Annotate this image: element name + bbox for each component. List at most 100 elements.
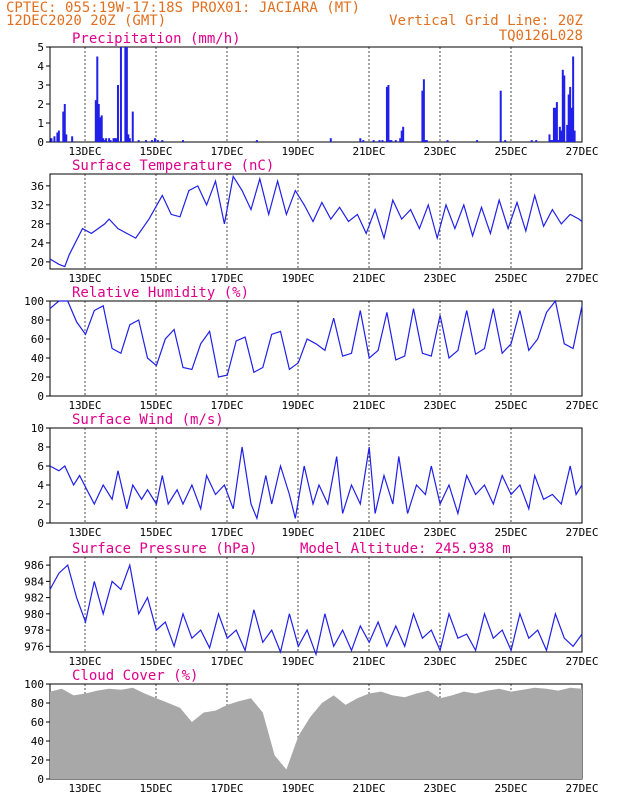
precip-ytick-label: 4 xyxy=(37,60,44,73)
precip-bar xyxy=(145,140,148,142)
precip-bar xyxy=(422,79,425,142)
pressure-ytick-label: 986 xyxy=(24,559,44,572)
pressure-series-line xyxy=(49,562,583,657)
header-line1: CPTEC: 055:19W-17:18S PROX01: JACIARA (M… xyxy=(6,0,360,16)
precip-bar xyxy=(99,117,102,142)
rh-ytick-label: 0 xyxy=(37,390,44,403)
rh-series-line xyxy=(49,299,583,378)
temp-xtick-label: 19DEC xyxy=(281,272,314,285)
wind-xtick-label: 15DEC xyxy=(139,526,172,539)
precip-bar xyxy=(446,140,449,142)
rh-xtick-label: 23DEC xyxy=(423,399,456,412)
cloud-title: Cloud Cover (%) xyxy=(72,668,198,684)
wind-ytick-label: 2 xyxy=(37,498,44,511)
precip-bar xyxy=(50,138,53,142)
precip-bar xyxy=(115,138,118,142)
precip-bar xyxy=(105,138,108,142)
rh-xtick-label: 13DEC xyxy=(68,399,101,412)
precip-bar xyxy=(424,140,427,142)
precip-bar xyxy=(96,56,99,142)
precip-xtick-label: 19DEC xyxy=(281,145,314,158)
precip-bar xyxy=(394,140,397,142)
panel-precip: 0 1 2 3 4 5 13DEC 15DEC 17DEC 19DEC 21DEC 23DEC 25DE… xyxy=(37,31,598,158)
header-run-id: TQ0126L028 xyxy=(499,28,583,44)
precip-bar xyxy=(421,90,424,142)
rh-xtick-label: 27DEC xyxy=(565,399,598,412)
precip-bar xyxy=(56,132,59,142)
pressure-xtick-label: 13DEC xyxy=(68,655,101,668)
precip-bar xyxy=(390,140,393,142)
rh-xtick-label: 17DEC xyxy=(210,399,243,412)
precip-frame xyxy=(49,46,583,143)
wind-xtick-label: 25DEC xyxy=(494,526,527,539)
wind-series-line xyxy=(49,446,583,521)
precip-bar xyxy=(255,140,258,142)
pressure-annotation: Model Altitude: 245.938 m xyxy=(300,541,511,557)
pressure-ytick-label: 982 xyxy=(24,592,44,605)
cloud-ytick-label: 60 xyxy=(31,716,44,729)
precip-bar xyxy=(555,102,558,142)
wind-xtick-label: 17DEC xyxy=(210,526,243,539)
cloud-xtick-label: 13DEC xyxy=(68,782,101,795)
pressure-xtick-label: 27DEC xyxy=(565,655,598,668)
precip-ytick-label: 2 xyxy=(37,98,44,111)
precip-xtick-label: 27DEC xyxy=(565,145,598,158)
precip-bar xyxy=(97,104,100,142)
temp-xtick-label: 13DEC xyxy=(68,272,101,285)
precip-bar xyxy=(548,134,551,142)
precip-bar xyxy=(57,130,60,142)
pressure-ytick-label: 978 xyxy=(24,624,44,637)
wind-xtick-label: 27DEC xyxy=(565,526,598,539)
precip-bar xyxy=(561,69,564,142)
header-line2: 12DEC2020 20Z (GMT) xyxy=(6,13,166,29)
precip-bar xyxy=(125,47,128,142)
precip-bar xyxy=(137,140,140,142)
rh-xtick-label: 19DEC xyxy=(281,399,314,412)
panel-pressure: 976 978 980 982 984 986 13DEC 15DEC 17DEC 19DEC 21… xyxy=(24,541,598,668)
precip-bar xyxy=(127,134,130,142)
precip-bar xyxy=(554,107,557,142)
precip-bar xyxy=(62,111,65,142)
precip-bar xyxy=(109,140,112,142)
panels: 0 1 2 3 4 5 13DEC 15DEC 17DEC 19DEC 21DEC 23DEC 25DE… xyxy=(24,31,598,795)
panel-temp: 20 24 28 32 36 13DEC 15DEC 17DEC 19DEC 21DEC 23DEC… xyxy=(31,158,599,285)
temp-ytick-label: 32 xyxy=(31,199,44,212)
precip-bar xyxy=(573,130,576,142)
precip-bar xyxy=(563,75,566,142)
wind-xtick-label: 23DEC xyxy=(423,526,456,539)
panel-wind: 0 2 4 6 8 10 13DEC 15DEC 17DEC 19DEC 21DEC 23DEC 25D… xyxy=(31,412,599,539)
temp-xtick-label: 25DEC xyxy=(494,272,527,285)
temp-xtick-label: 15DEC xyxy=(139,272,172,285)
precip-xtick-label: 21DEC xyxy=(352,145,385,158)
precip-bar xyxy=(100,115,103,142)
precip-bar xyxy=(53,136,56,142)
temp-xtick-label: 27DEC xyxy=(565,272,598,285)
cloud-area xyxy=(50,687,582,779)
precip-bar xyxy=(530,140,533,142)
pressure-xtick-label: 17DEC xyxy=(210,655,243,668)
precip-bar xyxy=(124,47,127,142)
precip-bar xyxy=(399,138,402,142)
rh-xtick-label: 25DEC xyxy=(494,399,527,412)
wind-ytick-label: 4 xyxy=(37,479,44,492)
rh-title: Relative Humidity (%) xyxy=(72,285,249,301)
precip-bar xyxy=(388,140,391,142)
precip-bar xyxy=(560,130,563,142)
rh-ytick-label: 40 xyxy=(31,352,44,365)
precip-bar xyxy=(551,140,554,142)
cloud-ytick-label: 20 xyxy=(31,754,44,767)
pressure-ytick-label: 984 xyxy=(24,575,44,588)
precip-bar xyxy=(359,138,362,142)
precip-bar xyxy=(567,94,570,142)
rh-ytick-label: 20 xyxy=(31,371,44,384)
wind-title: Surface Wind (m/s) xyxy=(72,412,224,428)
temp-ytick-label: 24 xyxy=(31,237,45,250)
cloud-ytick-label: 100 xyxy=(24,678,44,691)
precip-bar xyxy=(182,140,184,142)
precip-title: Precipitation (mm/h) xyxy=(72,31,241,47)
precip-bar xyxy=(329,138,332,142)
precip-bar xyxy=(131,111,134,142)
precip-bar xyxy=(63,104,66,142)
precip-bar xyxy=(65,134,68,142)
